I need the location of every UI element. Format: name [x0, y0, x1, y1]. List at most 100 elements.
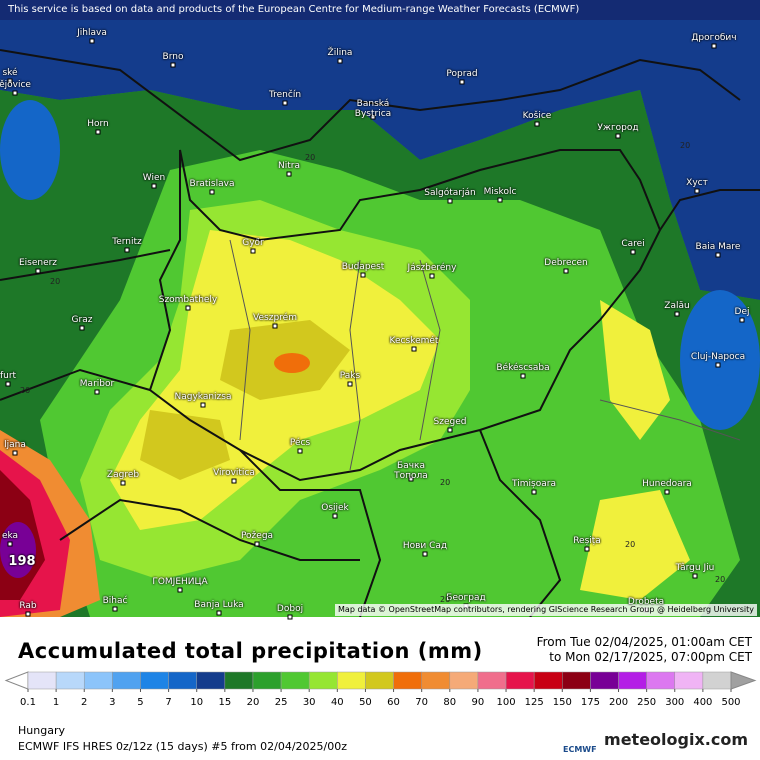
legend-swatch [308, 671, 338, 690]
city-marker [209, 189, 215, 195]
legend-label: 25 [274, 697, 288, 708]
contour-label: 20 [715, 575, 726, 584]
city-marker [177, 587, 183, 593]
city-label: Salgótarján [424, 188, 476, 198]
city-marker [185, 305, 191, 311]
city-label: Brno [162, 52, 184, 62]
city-label: Debrecen [544, 258, 588, 268]
city-label: Poprad [446, 69, 478, 79]
city-marker [79, 325, 85, 331]
city-label: Békéscsaba [496, 363, 550, 373]
contour-label: 20 [625, 540, 636, 549]
city-label: Trenčín [268, 90, 302, 100]
legend-swatch [505, 671, 535, 690]
city-label: Бачка Топола [394, 461, 428, 481]
precip-area [274, 353, 310, 373]
city-marker [112, 606, 118, 612]
city-label: Požega [240, 531, 274, 541]
legend-label: 125 [524, 697, 544, 708]
city-label: Banská Bystrica [354, 99, 392, 119]
city-marker [272, 323, 278, 329]
legend-swatch [618, 671, 647, 690]
legend-label: 400 [693, 697, 713, 708]
precip-area [0, 100, 60, 200]
legend-label: 1 [52, 697, 60, 708]
city-marker [286, 171, 292, 177]
legend-label: 150 [552, 697, 572, 708]
city-label: Horn [87, 119, 109, 129]
precip-area [580, 490, 690, 600]
legend-swatch [477, 671, 507, 690]
city-label: Doboj [276, 604, 304, 614]
city-label: Zalău [664, 301, 690, 311]
max-label: 198 [8, 554, 36, 569]
city-marker [282, 100, 288, 106]
contour-label: 20 [50, 277, 61, 286]
precip-area [0, 0, 760, 300]
city-marker [25, 611, 31, 617]
city-label: Хуст [686, 178, 708, 188]
period-to: to Mon 02/17/2025, 07:00pm CET [549, 650, 752, 664]
legend-swatch [224, 671, 254, 690]
city-label: Nagykanizsa [174, 392, 232, 402]
legend-label: 250 [637, 697, 657, 708]
legend-label: 15 [218, 697, 232, 708]
city-marker [151, 183, 157, 189]
city-marker [563, 268, 569, 274]
contour-label: 20 [680, 141, 691, 150]
legend-label: 50 [359, 697, 372, 708]
legend-swatch [365, 671, 394, 690]
borders [0, 49, 760, 618]
city-label: Košice [522, 111, 552, 121]
city-label: Žilina [327, 48, 353, 58]
legend-swatch [449, 671, 479, 690]
city-label: Reșița [573, 536, 601, 546]
legend-label: 200 [608, 697, 629, 708]
legend-swatch [702, 671, 732, 690]
city-marker [531, 489, 537, 495]
city-marker [739, 317, 745, 323]
legend-label: 90 [471, 697, 485, 708]
legend-swatch [83, 671, 113, 690]
city-label: Rab [19, 601, 37, 611]
city-marker [370, 114, 376, 120]
legend-label: 7 [165, 697, 172, 708]
attribution: Map data © OpenStreetMap contributors, r… [335, 604, 757, 616]
legend-label: 500 [721, 697, 741, 708]
legend-swatch [533, 671, 563, 690]
city-label: Baia Mare [695, 242, 741, 252]
contour-label: 20 [305, 153, 316, 162]
city-marker [35, 268, 41, 274]
city-marker [520, 373, 526, 379]
legend-swatch [112, 671, 141, 690]
city-marker [95, 129, 101, 135]
banner: This service is based on data and produc… [0, 0, 760, 20]
city-label: Veszprém [253, 313, 297, 323]
city-marker [692, 573, 698, 579]
city-marker [664, 489, 670, 495]
legend-swatch [55, 671, 85, 690]
city-label: Hunedoara [642, 479, 692, 489]
city-label: Bratislava [189, 179, 235, 189]
city-label: Jászberény [407, 263, 457, 273]
city-marker [497, 197, 503, 203]
city-marker [12, 90, 18, 96]
city-marker [411, 346, 417, 352]
contour-label: 20 [20, 386, 31, 395]
city-label: Paks [339, 371, 361, 381]
city-marker [447, 198, 453, 204]
legend-swatch [140, 671, 169, 690]
chart-title: Accumulated total precipitation (mm) [18, 639, 483, 663]
city-marker [297, 448, 303, 454]
city-label: Ужгород [597, 123, 639, 133]
legend-label: 60 [387, 697, 400, 708]
legend-label: 2 [81, 697, 88, 708]
legend-swatch [562, 671, 591, 690]
regional-borders [229, 239, 741, 471]
city-marker [615, 133, 621, 139]
city-label: Graz [71, 315, 93, 325]
city-label: Zagreb [106, 470, 140, 480]
legend-label: 20 [246, 697, 260, 708]
city-label: ГОМЈЕНИЦА [152, 577, 208, 587]
city-marker [200, 402, 206, 408]
